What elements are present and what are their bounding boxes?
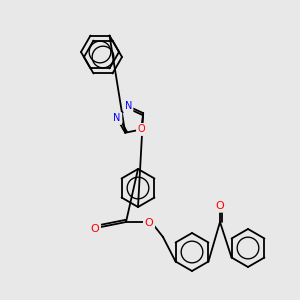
Text: N: N [124, 101, 132, 111]
Text: O: O [145, 218, 153, 228]
Text: N: N [113, 113, 121, 123]
Text: O: O [216, 201, 224, 211]
Text: O: O [137, 124, 145, 134]
Text: O: O [91, 224, 99, 234]
